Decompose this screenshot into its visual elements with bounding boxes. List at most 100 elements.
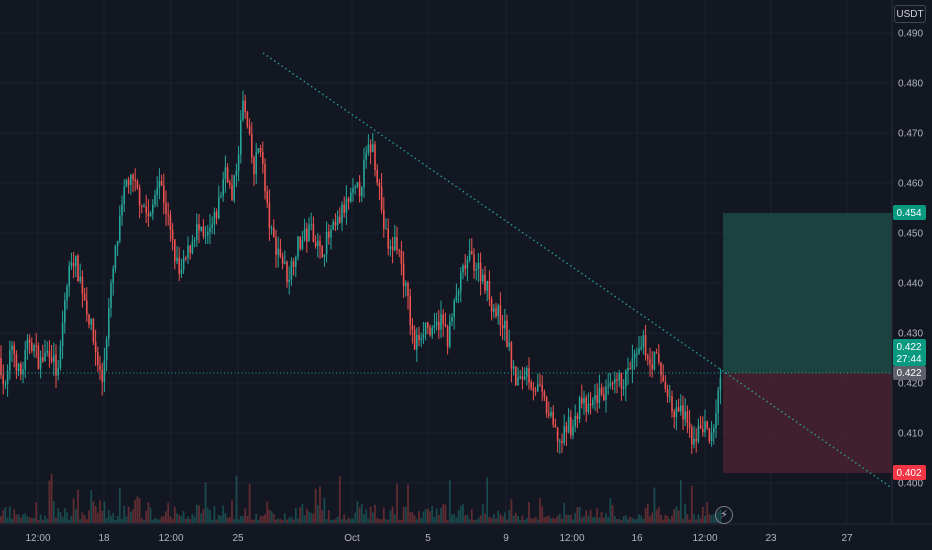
candle-body-318 (699, 425, 702, 429)
candle-body-176 (387, 228, 389, 249)
candle-body-124 (273, 227, 275, 238)
candle-body-227 (499, 305, 502, 326)
profit-zone[interactable] (723, 213, 892, 373)
volume-bar-46 (101, 510, 104, 523)
volume-bar-8 (17, 514, 20, 523)
volume-bar-59 (129, 511, 132, 523)
candle-body-127 (279, 248, 282, 257)
volume-bar-309 (679, 479, 682, 523)
currency-button[interactable]: USDT (894, 5, 926, 23)
price-tick-8: 0.480 (898, 79, 923, 90)
volume-bar-154 (338, 476, 341, 523)
entry-price-label: 0.422 (896, 368, 921, 379)
candle-body-177 (389, 246, 392, 249)
volume-bar-214 (470, 508, 473, 523)
candle-body-193 (424, 322, 427, 335)
candle-body-279 (614, 378, 616, 384)
trend-line[interactable] (262, 52, 893, 489)
candle-body-125 (275, 237, 277, 255)
candle-body-129 (284, 261, 286, 264)
volume-bar-111 (244, 508, 247, 523)
candle-body-253 (556, 427, 559, 442)
candle-body-156 (343, 204, 345, 213)
volume-bar-38 (83, 515, 86, 523)
time-tick-5: 5 (425, 533, 431, 544)
candle-body-320 (704, 421, 706, 433)
candle-body-230 (506, 320, 508, 347)
candle-body-231 (508, 342, 510, 347)
candle-body-116 (255, 152, 257, 175)
candle-body-61 (134, 179, 136, 182)
price-tick-6: 0.460 (898, 179, 923, 190)
candle-body-251 (552, 411, 554, 425)
long-position-tool[interactable] (723, 213, 892, 473)
volume-bar-176 (387, 519, 390, 523)
volume-bar-84 (184, 518, 187, 523)
candle-body-225 (495, 308, 497, 317)
volume-bar-113 (248, 483, 251, 523)
lightning-icon[interactable]: ⚡︎ (715, 506, 733, 524)
candle-body-154 (339, 216, 341, 223)
candle-body-91 (200, 226, 202, 231)
time-axis[interactable]: 12:00 18 12:00 25 Oct 5 9 12:00 16 12:00 23 27 (25, 533, 853, 544)
candle-body-96 (211, 224, 213, 228)
volume-bar-151 (332, 519, 335, 523)
bar-countdown: 27:44 (896, 354, 921, 365)
volume-bar-211 (464, 515, 467, 523)
candle-body-311 (684, 411, 686, 420)
candle-body-104 (229, 182, 231, 186)
candle-body-317 (697, 425, 700, 442)
volume-bar-1 (2, 510, 5, 523)
volume-bar-62 (136, 496, 139, 523)
volume-bar-292 (642, 518, 645, 523)
candle-body-201 (442, 314, 444, 325)
candle-body-35 (77, 255, 79, 282)
volume-bar-152 (334, 519, 337, 523)
candle-body-113 (248, 126, 251, 134)
candle-body-306 (673, 411, 675, 418)
volume-bar-104 (228, 517, 231, 523)
candle-body-52 (114, 246, 117, 269)
volume-bar-166 (365, 509, 368, 523)
price-axis[interactable]: 0.400 0.410 0.420 0.430 0.440 0.450 0.460 0.470… (898, 29, 923, 490)
candle-body-195 (429, 327, 431, 336)
candle-body-247 (543, 391, 546, 397)
candle-body-291 (640, 346, 642, 349)
candle-body-294 (647, 355, 649, 360)
volume-bar-108 (237, 519, 240, 523)
volume-bar-26 (57, 508, 60, 523)
volume-bar-164 (360, 503, 363, 523)
candle-body-27 (59, 346, 62, 368)
candle-body-43 (94, 341, 97, 353)
candle-body-147 (323, 254, 326, 258)
volume-bar-249 (547, 515, 550, 523)
candle-body-38 (83, 293, 86, 301)
volume-bar-236 (519, 519, 522, 523)
candle-body-261 (574, 415, 576, 427)
volume-bar-56 (123, 505, 126, 523)
candle-body-297 (653, 352, 656, 370)
volume-bar-198 (435, 508, 438, 523)
candle-body-219 (482, 274, 484, 282)
candle-body-240 (528, 368, 530, 383)
volume-bar-193 (424, 509, 427, 523)
volume-bar-229 (503, 512, 506, 523)
volume-bar-117 (257, 519, 260, 523)
candle-body-289 (636, 353, 638, 355)
volume-bar-85 (187, 516, 189, 523)
time-tick-9: 12:00 (692, 533, 717, 544)
volume-bar-54 (118, 488, 121, 523)
volume-bar-105 (231, 500, 233, 523)
candle-body-19 (42, 357, 44, 362)
volume-bar-182 (400, 519, 403, 523)
candle-body-213 (468, 250, 471, 260)
volume-bar-92 (202, 509, 205, 523)
candle-body-255 (561, 440, 563, 444)
volume-bar-3 (6, 517, 9, 523)
candle-body-300 (660, 362, 662, 376)
volume-bar-295 (649, 516, 651, 523)
time-tick-8: 16 (631, 533, 643, 544)
volume-bar-232 (510, 499, 513, 523)
stop-zone[interactable] (723, 373, 892, 473)
